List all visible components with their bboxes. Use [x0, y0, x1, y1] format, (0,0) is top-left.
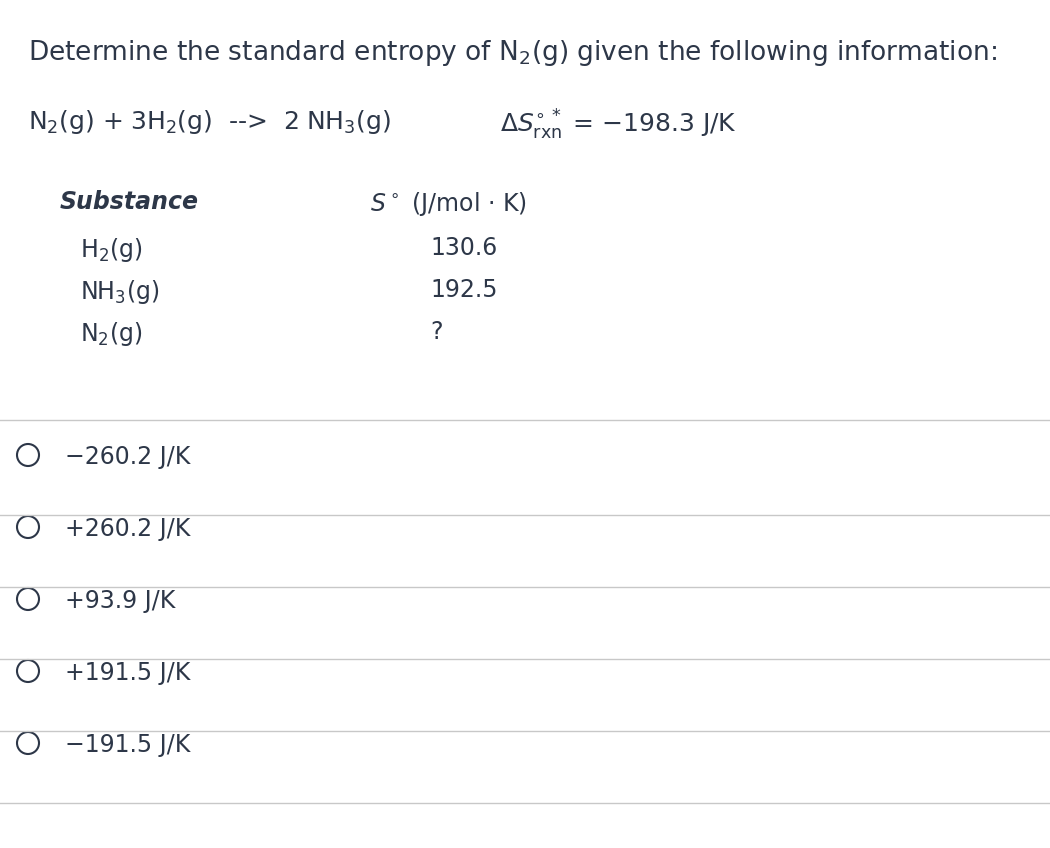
Text: 130.6: 130.6 [430, 236, 498, 260]
Text: +191.5 J/K: +191.5 J/K [65, 661, 190, 685]
Text: H$_2$(g): H$_2$(g) [80, 236, 143, 264]
Text: −260.2 J/K: −260.2 J/K [65, 445, 190, 469]
Text: 192.5: 192.5 [430, 278, 498, 302]
Text: $\Delta S^{\circ\,*}_{\mathrm{rxn}}$ = $-$198.3 J/K: $\Delta S^{\circ\,*}_{\mathrm{rxn}}$ = $… [500, 108, 737, 142]
Text: +260.2 J/K: +260.2 J/K [65, 517, 190, 541]
Text: Substance: Substance [60, 190, 200, 214]
Text: N$_2$(g): N$_2$(g) [80, 320, 143, 348]
Text: NH$_3$(g): NH$_3$(g) [80, 278, 160, 306]
Text: $S^\circ$ (J/mol $\cdot$ K): $S^\circ$ (J/mol $\cdot$ K) [370, 190, 527, 218]
Text: N$_2$(g) + 3H$_2$(g)  -->  2 NH$_3$(g): N$_2$(g) + 3H$_2$(g) --> 2 NH$_3$(g) [28, 108, 391, 136]
Text: ?: ? [430, 320, 442, 344]
Text: Determine the standard entropy of N$_2$(g) given the following information:: Determine the standard entropy of N$_2$(… [28, 38, 998, 68]
Text: −191.5 J/K: −191.5 J/K [65, 733, 190, 757]
Text: +93.9 J/K: +93.9 J/K [65, 589, 175, 613]
